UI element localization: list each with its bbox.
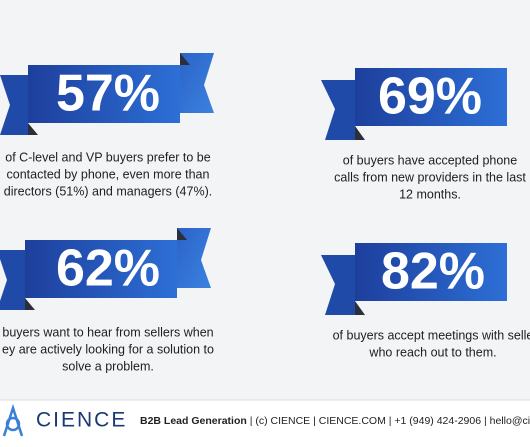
ribbon-fold — [28, 123, 38, 135]
ribbon-fold — [177, 228, 187, 240]
stat-value: 57% — [56, 65, 160, 123]
ribbon-tail — [321, 80, 355, 140]
stat-description: who reach out to them. — [368, 345, 496, 359]
ribbon-tail — [0, 250, 25, 310]
stat-description: contacted by phone, even more than — [7, 167, 210, 181]
ribbon-fold — [180, 53, 190, 65]
stat-description: of C-level and VP buyers prefer to be — [5, 150, 210, 164]
ribbon-band — [28, 65, 180, 123]
brand: CIENCE — [36, 409, 127, 432]
logo-icon — [2, 403, 24, 437]
ribbon-tail — [177, 228, 211, 288]
ribbon-fold — [355, 126, 365, 140]
stat-description: ey are actively looking for a solution t… — [2, 342, 214, 356]
contact: | (c) CIENCE | CIENCE.COM | +1 (949) 424… — [247, 415, 530, 427]
stat-description: 12 months. — [399, 187, 461, 201]
footer — [0, 400, 530, 442]
stat-description: of buyers accept meetings with selle — [333, 328, 530, 342]
tagline: B2B Lead Generation — [140, 415, 247, 427]
ribbon-fold — [25, 298, 35, 310]
stat-description: of buyers have accepted phone — [343, 153, 517, 167]
stat-description: solve a problem. — [62, 359, 154, 373]
footer-text: B2B Lead Generation | (c) CIENCE | CIENC… — [140, 415, 530, 427]
ribbon-band — [355, 243, 507, 301]
ribbon-tail — [321, 255, 355, 315]
stat-description: directors (51%) and managers (47%). — [4, 184, 212, 198]
ribbon-fold — [355, 301, 365, 315]
stat-value: 62% — [56, 240, 160, 298]
ribbon-tail — [180, 53, 214, 113]
stat-value: 82% — [381, 243, 485, 301]
stat-description: calls from new providers in the last — [334, 170, 526, 184]
ribbon-tail — [0, 75, 28, 135]
stat-value: 69% — [378, 68, 482, 126]
stat-description: buyers want to hear from sellers when — [2, 325, 213, 339]
ribbon-band — [355, 68, 507, 126]
ribbon-band — [25, 240, 177, 298]
